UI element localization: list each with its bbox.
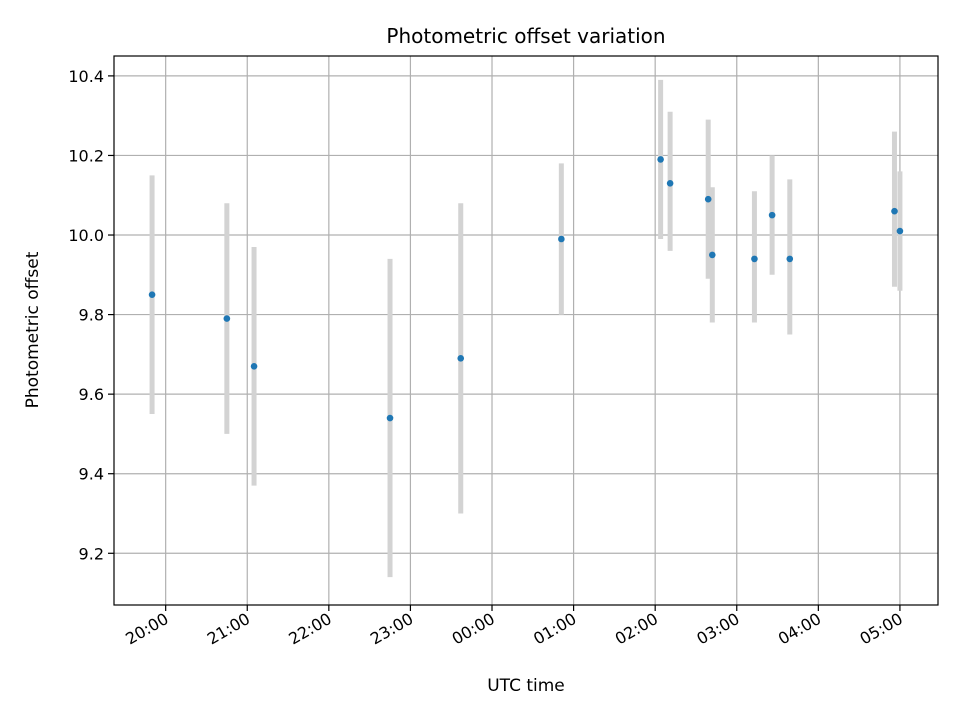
data-point (386, 414, 394, 422)
data-point (768, 211, 776, 219)
data-point (250, 363, 258, 370)
data-point (223, 315, 231, 322)
data-point (896, 227, 904, 235)
y-tick-label: 9.6 (79, 385, 104, 404)
y-tick-label: 9.2 (79, 544, 104, 563)
data-point (786, 255, 794, 263)
y-tick-label: 10.4 (68, 67, 104, 86)
data-point (657, 156, 664, 163)
y-axis-ticks: 9.2 9.4 9.6 9.8 10.0 10.2 10.4 (68, 67, 114, 563)
data-point (148, 291, 156, 298)
x-axis-label: UTC time (487, 676, 565, 696)
grid (114, 56, 938, 605)
plot-frame (113, 55, 939, 606)
y-tick-label: 10.2 (68, 146, 104, 165)
data-point (558, 235, 565, 243)
data-point (666, 180, 674, 187)
data-point (457, 355, 465, 362)
chart-title: Photometric offset variation (386, 24, 665, 48)
data-point (891, 207, 898, 215)
y-tick-label: 9.8 (79, 306, 104, 325)
y-tick-label: 10.0 (68, 226, 104, 245)
y-tick-label: 9.4 (79, 465, 104, 484)
data-point (704, 195, 712, 203)
y-axis-label: Photometric offset (23, 251, 43, 408)
data-points (148, 156, 904, 422)
data-point (751, 255, 758, 263)
data-point (708, 251, 716, 259)
